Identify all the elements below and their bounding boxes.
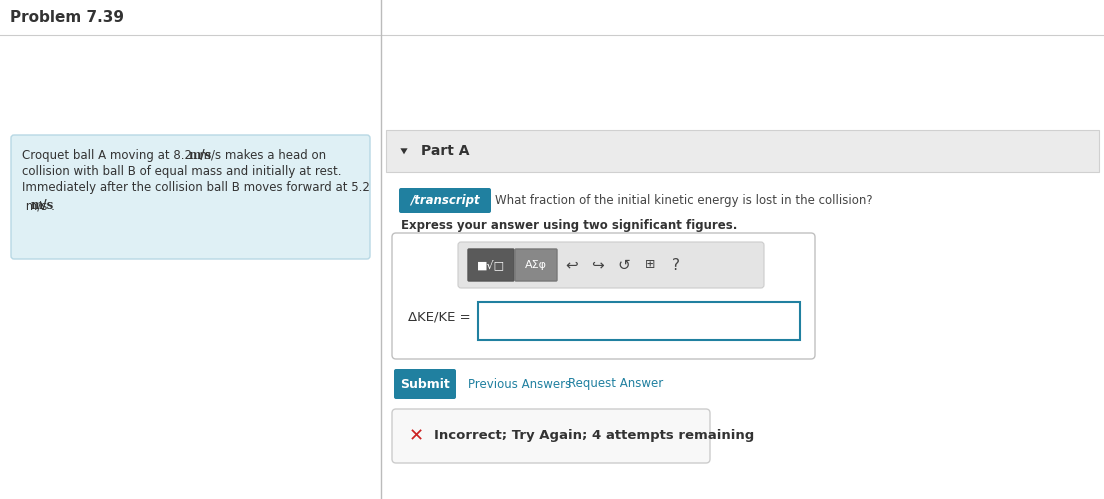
Text: Express your answer using two significant figures.: Express your answer using two significan… bbox=[401, 219, 737, 232]
Text: Request Answer: Request Answer bbox=[567, 378, 664, 391]
Text: ✕: ✕ bbox=[408, 427, 424, 445]
Text: Immediately after the collision ball B moves forward at 5.2: Immediately after the collision ball B m… bbox=[22, 181, 370, 194]
Text: AΣφ: AΣφ bbox=[526, 260, 546, 270]
Polygon shape bbox=[401, 148, 407, 154]
FancyBboxPatch shape bbox=[468, 249, 514, 281]
Text: /transcript: /transcript bbox=[411, 194, 480, 207]
FancyBboxPatch shape bbox=[478, 302, 800, 340]
Text: ?: ? bbox=[672, 257, 680, 272]
FancyBboxPatch shape bbox=[11, 135, 370, 259]
Text: Submit: Submit bbox=[400, 378, 449, 391]
Text: m/s .: m/s . bbox=[22, 200, 55, 213]
FancyBboxPatch shape bbox=[392, 409, 710, 463]
Text: collision with ball B of equal mass and initially at rest.: collision with ball B of equal mass and … bbox=[22, 165, 341, 178]
Text: ΔKE/KE =: ΔKE/KE = bbox=[408, 310, 470, 323]
FancyBboxPatch shape bbox=[458, 242, 764, 288]
Text: Incorrect; Try Again; 4 attempts remaining: Incorrect; Try Again; 4 attempts remaini… bbox=[434, 430, 754, 443]
Text: ↩: ↩ bbox=[565, 257, 578, 272]
Text: m/s: m/s bbox=[189, 149, 212, 162]
Text: ↺: ↺ bbox=[617, 257, 630, 272]
FancyBboxPatch shape bbox=[399, 188, 491, 213]
Text: ■√□: ■√□ bbox=[477, 259, 505, 270]
Text: Part A: Part A bbox=[421, 144, 469, 158]
FancyBboxPatch shape bbox=[392, 233, 815, 359]
Text: Previous Answers: Previous Answers bbox=[468, 378, 571, 391]
Text: What fraction of the initial kinetic energy is lost in the collision?: What fraction of the initial kinetic ene… bbox=[495, 194, 872, 207]
Text: Problem 7.39: Problem 7.39 bbox=[10, 9, 124, 24]
FancyBboxPatch shape bbox=[394, 369, 456, 399]
Text: Croquet ball A moving at 8.2  m/s makes a head on: Croquet ball A moving at 8.2 m/s makes a… bbox=[22, 149, 326, 162]
FancyBboxPatch shape bbox=[514, 249, 558, 281]
Text: m/s: m/s bbox=[31, 200, 54, 213]
FancyBboxPatch shape bbox=[386, 130, 1098, 172]
Text: ↪: ↪ bbox=[592, 257, 604, 272]
Text: ⊞: ⊞ bbox=[645, 258, 656, 271]
